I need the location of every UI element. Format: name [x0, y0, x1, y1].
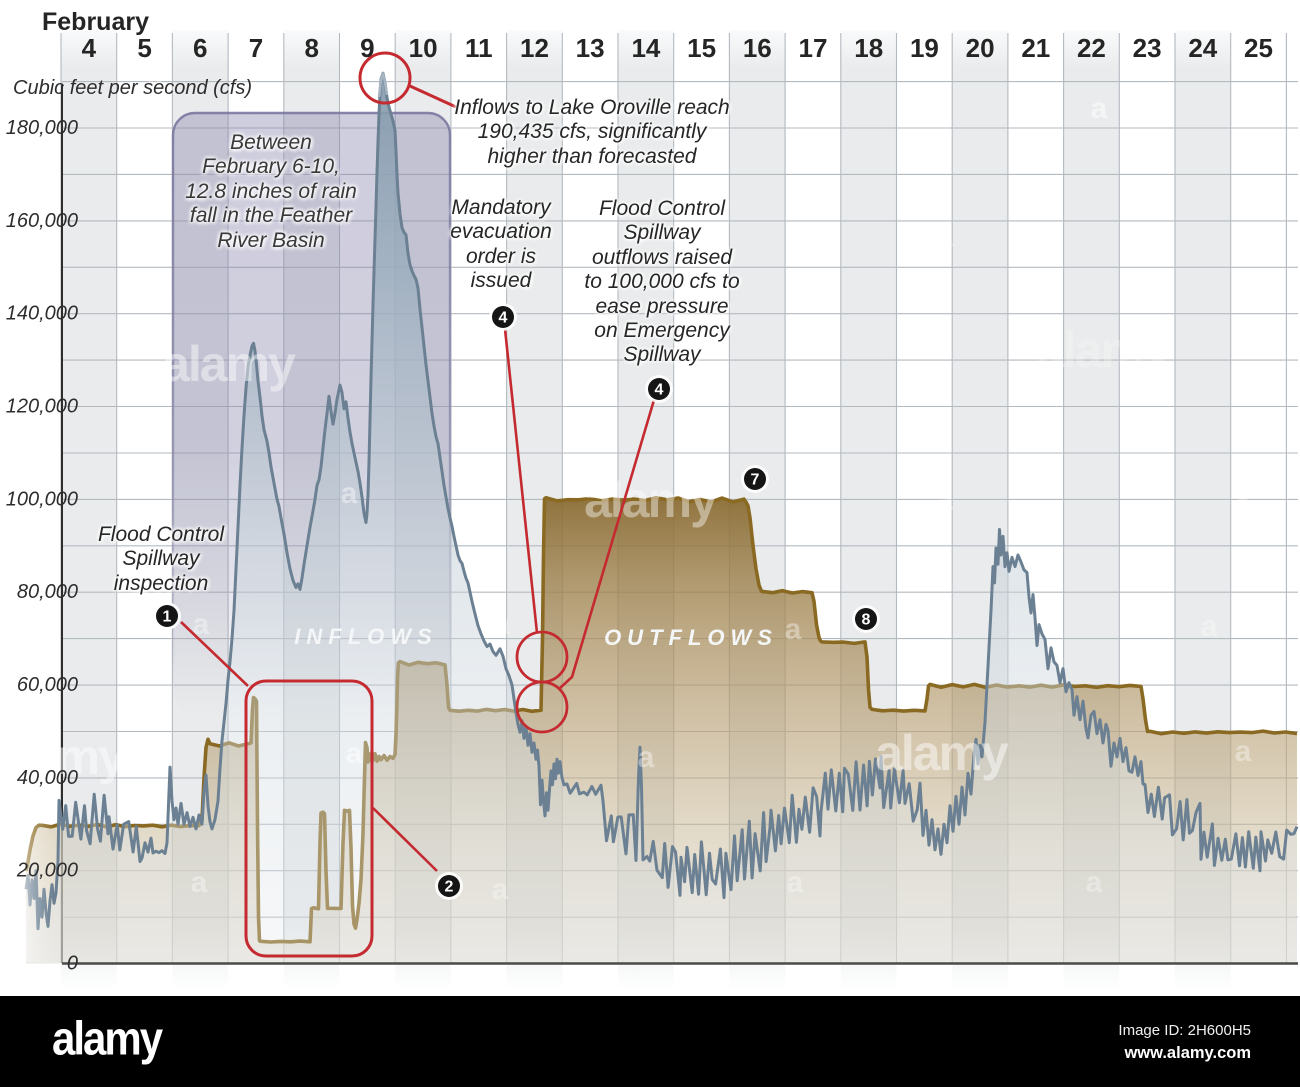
svg-text:4: 4 [82, 33, 97, 63]
svg-text:160,000: 160,000 [6, 210, 78, 232]
svg-text:alamy: alamy [875, 725, 1009, 781]
svg-text:alamy: alamy [162, 336, 296, 392]
svg-text:a: a [1201, 610, 1218, 643]
svg-text:a: a [193, 608, 210, 641]
svg-text:5: 5 [137, 33, 151, 63]
svg-text:a: a [492, 873, 509, 906]
svg-text:14: 14 [631, 33, 660, 63]
svg-text:120,000: 120,000 [6, 396, 78, 418]
svg-text:a: a [346, 737, 363, 770]
svg-text:a: a [785, 613, 802, 646]
svg-text:16: 16 [743, 33, 772, 63]
svg-text:a: a [341, 477, 358, 510]
svg-text:11: 11 [465, 33, 493, 63]
svg-text:a: a [787, 866, 804, 899]
svg-text:2: 2 [445, 879, 454, 896]
svg-text:100,000: 100,000 [6, 488, 78, 510]
svg-text:alamy: alamy [0, 729, 126, 785]
svg-text:22: 22 [1077, 33, 1106, 63]
svg-text:13: 13 [576, 33, 605, 63]
svg-text:a: a [147, 68, 164, 101]
svg-text:10: 10 [409, 33, 438, 63]
svg-text:20: 20 [966, 33, 995, 63]
svg-text:6: 6 [193, 33, 207, 63]
svg-text:a: a [638, 741, 655, 774]
svg-text:alamy: alamy [584, 472, 718, 528]
svg-text:a: a [937, 483, 954, 516]
svg-text:8: 8 [862, 612, 871, 629]
svg-text:9: 9 [360, 33, 374, 63]
svg-text:a: a [1235, 488, 1252, 521]
svg-text:18: 18 [854, 33, 883, 63]
svg-text:19: 19 [910, 33, 939, 63]
svg-text:180,000: 180,000 [6, 117, 78, 139]
svg-text:15: 15 [687, 33, 716, 63]
svg-text:alamy: alamy [1037, 322, 1171, 378]
svg-text:8: 8 [304, 33, 318, 63]
svg-text:7: 7 [751, 472, 760, 489]
svg-text:21: 21 [1021, 33, 1050, 63]
svg-text:40,000: 40,000 [17, 767, 78, 789]
svg-text:4: 4 [655, 382, 664, 399]
svg-text:a: a [1235, 735, 1252, 768]
svg-text:23: 23 [1133, 33, 1162, 63]
svg-text:INFLOWS: INFLOWS [294, 624, 437, 649]
svg-text:12: 12 [520, 33, 549, 63]
svg-text:a: a [191, 866, 208, 899]
svg-text:a: a [1086, 866, 1103, 899]
svg-text:140,000: 140,000 [6, 303, 78, 325]
svg-text:25: 25 [1244, 33, 1273, 63]
svg-text:a: a [937, 220, 954, 253]
svg-text:24: 24 [1188, 33, 1217, 63]
svg-text:20,000: 20,000 [16, 860, 78, 882]
svg-text:60,000: 60,000 [17, 674, 78, 696]
svg-text:1: 1 [163, 609, 172, 626]
svg-text:0: 0 [67, 953, 78, 975]
svg-text:4: 4 [499, 310, 508, 327]
svg-text:17: 17 [799, 33, 828, 63]
svg-text:a: a [494, 608, 511, 641]
svg-text:80,000: 80,000 [17, 581, 78, 603]
svg-text:a: a [1091, 92, 1108, 125]
svg-text:7: 7 [249, 33, 263, 63]
svg-text:OUTFLOWS: OUTFLOWS [604, 625, 778, 650]
